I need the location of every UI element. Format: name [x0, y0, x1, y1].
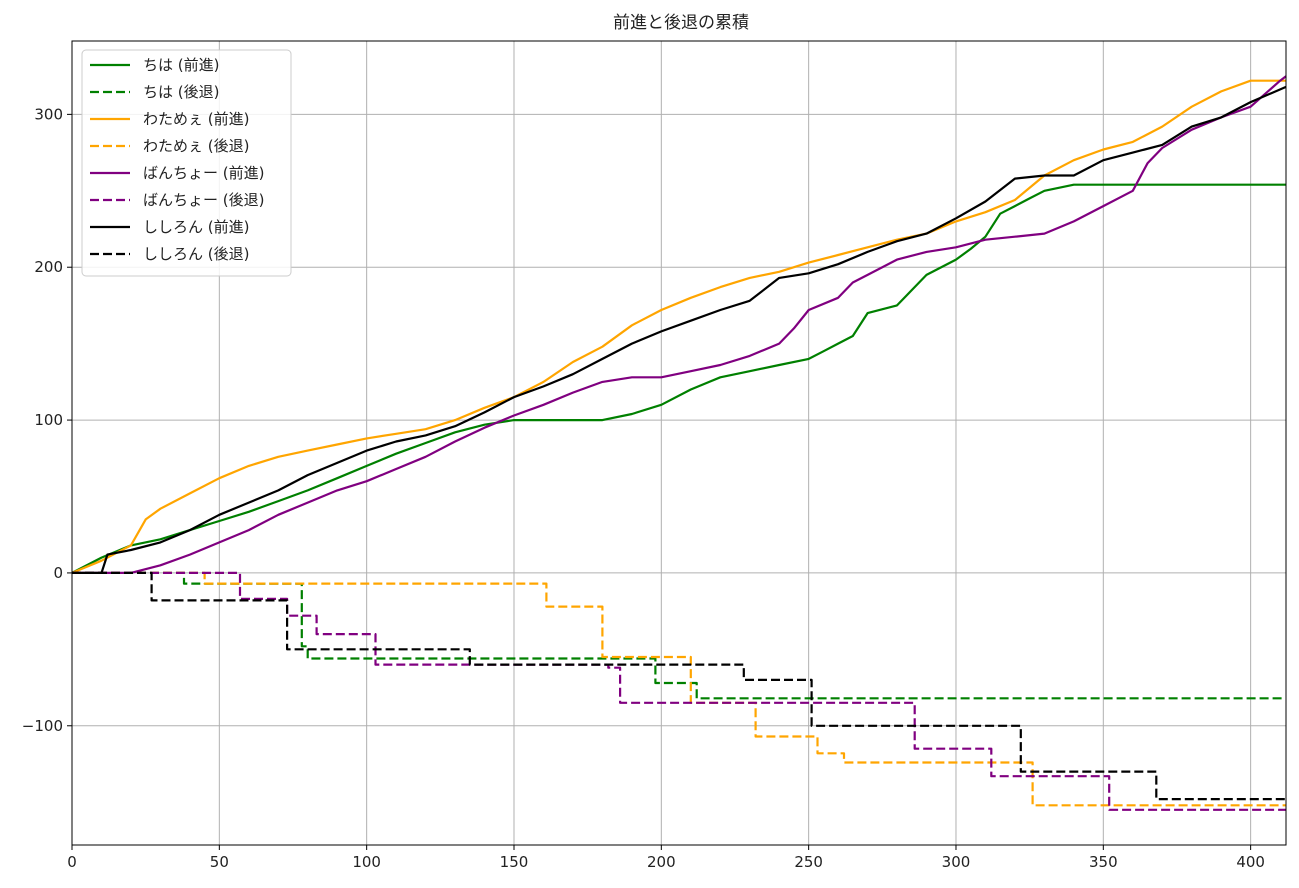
legend-label: ばんちょー (前進): [143, 164, 264, 182]
series-line-6: [72, 85, 1287, 574]
legend-label: わためぇ (後退): [143, 137, 249, 155]
series-line-3: [72, 571, 1286, 807]
y-axis-ticks: −100 0 100 200 300: [22, 105, 72, 735]
y-tick-label: 100: [34, 411, 63, 429]
series-line-0: [71, 183, 1286, 574]
y-tick-label: 0: [53, 564, 63, 582]
series-line-1: [72, 571, 1286, 700]
x-tick-label: 350: [1089, 853, 1118, 871]
x-tick-label: 0: [67, 853, 77, 871]
legend: ちは (前進) ちは (後退) わためぇ (前進) わためぇ (後退) ばんちょー (前…: [81, 49, 292, 277]
y-tick-label: 200: [34, 258, 63, 276]
x-tick-label: 300: [942, 853, 971, 871]
series-line-4: [72, 75, 1287, 574]
x-tick-label: 250: [794, 853, 823, 871]
y-tick-label: 300: [34, 105, 63, 123]
x-tick-label: 200: [647, 853, 676, 871]
x-axis-ticks: 0 50 100 150 200 250 300 350 400: [67, 845, 1265, 871]
series-line-5: [72, 571, 1286, 811]
grid-lines: [71, 41, 1286, 845]
plot-frame: [71, 40, 1287, 846]
chart-title: 前進と後退の累積: [613, 13, 749, 33]
series-line-7: [72, 571, 1286, 801]
x-tick-label: 150: [500, 853, 529, 871]
x-tick-label: 100: [352, 853, 381, 871]
legend-label: ちは (前進): [143, 56, 219, 74]
legend-label: ししろん (後退): [143, 245, 249, 263]
legend-label: ししろん (前進): [143, 218, 249, 236]
x-tick-label: 400: [1236, 853, 1265, 871]
series-line-2: [71, 79, 1286, 574]
legend-box: [81, 49, 292, 277]
legend-label: わためぇ (前進): [143, 110, 249, 128]
legend-label: ちは (後退): [143, 83, 219, 101]
legend-label: ばんちょー (後退): [143, 191, 264, 209]
series-lines: [71, 75, 1287, 811]
x-tick-label: 50: [210, 853, 229, 871]
y-tick-label: −100: [22, 717, 63, 735]
